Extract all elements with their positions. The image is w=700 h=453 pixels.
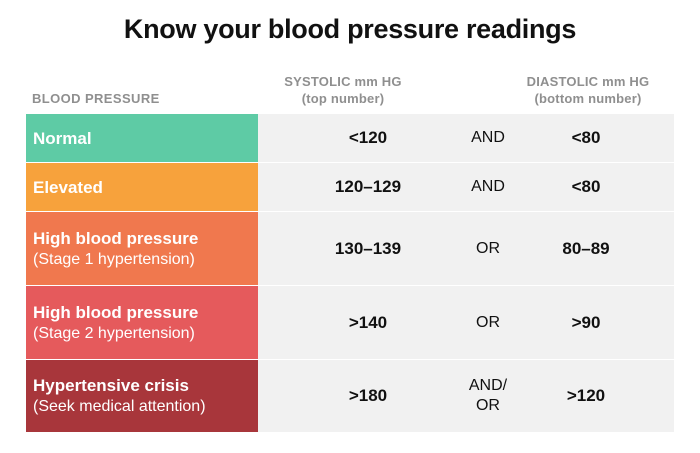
category-cell-stage1: High blood pressure (Stage 1 hypertensio… (26, 212, 258, 285)
diastolic-value: 80–89 (562, 238, 610, 258)
header-systolic-subtitle: (top number) (301, 91, 385, 106)
category-cell-stage2: High blood pressure (Stage 2 hypertensio… (26, 286, 258, 359)
table-row-crisis: Hypertensive crisis (Seek medical attent… (26, 359, 674, 432)
diastolic-value: >90 (571, 312, 601, 332)
diastolic-value: >120 (566, 386, 606, 405)
category-cell-elevated: Elevated (26, 163, 258, 211)
page-title: Know your blood pressure readings (123, 14, 577, 44)
header-blood-pressure: BLOOD PRESSURE (32, 91, 160, 106)
header-systolic-title: SYSTOLIC mm HG (284, 74, 402, 89)
values-area: <120 AND <80 (258, 114, 674, 162)
systolic-value: <120 (348, 128, 388, 147)
systolic-value: 120–129 (334, 177, 402, 196)
conjunction: OR (476, 239, 500, 257)
category-label: Elevated (33, 177, 103, 197)
systolic-value: >140 (348, 312, 388, 332)
category-sublabel: (Stage 2 hypertension) (33, 324, 195, 342)
category-cell-crisis: Hypertensive crisis (Seek medical attent… (26, 360, 258, 432)
blood-pressure-table: Normal <120 AND <80 Elevated 120–129 AND… (26, 114, 674, 432)
category-label: Hypertensive crisis (33, 376, 189, 395)
category-label: High blood pressure (33, 228, 199, 248)
table-row-stage1: High blood pressure (Stage 1 hypertensio… (26, 211, 674, 285)
table-row-normal: Normal <120 AND <80 (26, 114, 674, 162)
systolic-value: 130–139 (334, 238, 402, 258)
systolic-value: >180 (348, 386, 388, 405)
values-area: >140 OR >90 (258, 286, 674, 359)
category-label: Normal (33, 128, 92, 148)
table-row-elevated: Elevated 120–129 AND <80 (26, 162, 674, 211)
diastolic-value: <80 (571, 128, 601, 147)
conjunction: AND (471, 178, 505, 195)
values-area: 130–139 OR 80–89 (258, 212, 674, 285)
category-label: High blood pressure (33, 302, 199, 322)
header-diastolic-title: DIASTOLIC mm HG (526, 74, 650, 89)
header-diastolic: DIASTOLIC mm HG (bottom number) (498, 73, 678, 107)
diastolic-value: <80 (571, 177, 601, 196)
values-area: 120–129 AND <80 (258, 163, 674, 211)
values-area: >180 AND/ OR >120 (258, 360, 674, 432)
conjunction: AND/ OR (468, 377, 508, 414)
conjunction: OR (476, 313, 500, 331)
category-sublabel: (Seek medical attention) (33, 398, 206, 415)
conjunction: AND (471, 129, 505, 146)
category-sublabel: (Stage 1 hypertension) (33, 250, 195, 268)
header-diastolic-subtitle: (bottom number) (534, 91, 642, 106)
table-row-stage2: High blood pressure (Stage 2 hypertensio… (26, 285, 674, 359)
header-systolic: SYSTOLIC mm HG (top number) (262, 73, 424, 107)
category-cell-normal: Normal (26, 114, 258, 162)
